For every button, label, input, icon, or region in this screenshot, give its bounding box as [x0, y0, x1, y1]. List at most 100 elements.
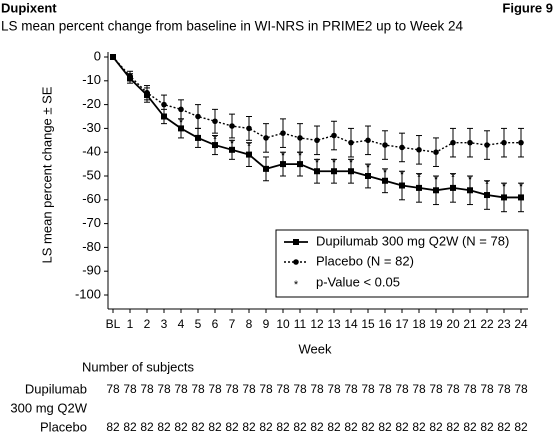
subject-count: 82 — [395, 420, 409, 434]
x-tick-label: 23 — [497, 317, 511, 331]
x-tick-label: 11 — [294, 317, 307, 331]
point — [518, 139, 524, 146]
point — [382, 142, 388, 148]
figure-label: Figure 9 — [502, 0, 553, 15]
point — [246, 151, 252, 158]
x-tick-label: 9 — [263, 317, 270, 331]
subject-count: 82 — [174, 420, 188, 434]
subject-count: 82 — [106, 420, 120, 434]
point — [229, 146, 235, 153]
brand: Dupixent — [1, 0, 57, 15]
subject-count: 82 — [191, 420, 205, 434]
point — [331, 168, 337, 175]
point — [144, 89, 150, 96]
point — [467, 139, 473, 146]
subject-count: 78 — [361, 382, 375, 396]
x-tick-label: 19 — [429, 317, 443, 331]
point — [348, 139, 354, 146]
point — [331, 132, 337, 139]
chart-title: LS mean percent change from baseline in … — [1, 19, 463, 34]
subject-count: 82 — [344, 420, 358, 434]
significance-mark: * — [400, 169, 405, 181]
point — [365, 173, 371, 179]
x-tick-label: 8 — [246, 317, 253, 331]
significance-mark: * — [502, 181, 507, 193]
x-tick-label: 10 — [276, 317, 290, 331]
y-tick-label: -50 — [82, 167, 101, 182]
point — [212, 118, 218, 125]
point — [416, 184, 422, 191]
subject-count: 78 — [463, 382, 477, 396]
subject-count: 82 — [446, 420, 460, 434]
subject-count: 82 — [157, 420, 171, 434]
subject-count: 82 — [378, 420, 392, 434]
significance-mark: * — [451, 172, 456, 184]
point — [212, 142, 218, 149]
subject-count: 78 — [242, 382, 256, 396]
point — [399, 144, 405, 151]
x-tick-label: 13 — [327, 317, 341, 331]
significance-mark: * — [230, 138, 235, 150]
subject-count: 78 — [446, 382, 460, 396]
subject-count: 82 — [259, 420, 273, 434]
point — [178, 125, 184, 132]
point — [263, 165, 269, 172]
x-tick-label: 1 — [127, 317, 134, 331]
significance-mark: * — [281, 150, 286, 162]
subject-count: 78 — [191, 382, 205, 396]
point — [297, 135, 303, 141]
legend-label: p-Value < 0.05 — [316, 274, 400, 289]
subject-count: 78 — [429, 382, 443, 396]
x-tick-label: 2 — [144, 317, 151, 331]
y-tick-label: -20 — [82, 96, 101, 111]
significance-mark: * — [485, 179, 490, 191]
subject-count: 78 — [276, 382, 290, 396]
y-tick-label: -100 — [75, 286, 101, 301]
x-tick-label: 20 — [446, 317, 460, 331]
point — [246, 125, 252, 132]
subject-count: 82 — [361, 420, 375, 434]
subject-count: 82 — [140, 420, 154, 434]
point — [467, 187, 473, 194]
x-tick-label: 15 — [361, 317, 375, 331]
subject-count: 78 — [480, 382, 494, 396]
point — [433, 187, 439, 194]
subject-count: 82 — [497, 420, 511, 434]
significance-mark: * — [417, 172, 422, 184]
subject-count: 82 — [327, 420, 341, 434]
y-tick-label: -60 — [82, 191, 101, 206]
point — [348, 168, 354, 175]
point — [280, 161, 286, 168]
subject-count: 82 — [293, 420, 307, 434]
legend-label: Dupilumab 300 mg Q2W (N = 78) — [316, 233, 509, 248]
subject-count: 82 — [480, 420, 494, 434]
point — [127, 73, 133, 79]
legend-symbol: * — [294, 279, 299, 291]
x-tick-label: 12 — [310, 317, 324, 331]
point — [433, 149, 439, 155]
subject-count: 78 — [106, 382, 120, 396]
significance-mark: * — [366, 162, 371, 174]
y-tick-label: -30 — [82, 120, 101, 135]
x-tick-label: 6 — [212, 317, 219, 331]
point — [293, 239, 299, 245]
point — [178, 106, 184, 113]
subject-count: 82 — [208, 420, 222, 434]
x-tick-label: 21 — [463, 317, 477, 331]
row-label: Placebo — [40, 419, 87, 434]
significance-mark: * — [298, 150, 303, 162]
point — [229, 123, 235, 129]
subject-count: 78 — [140, 382, 154, 396]
legend-box — [275, 229, 529, 298]
subject-count: 78 — [259, 382, 273, 396]
subject-count: 78 — [123, 382, 137, 396]
y-tick-label: -10 — [82, 72, 101, 87]
subject-count: 78 — [344, 382, 358, 396]
x-tick-label: BL — [106, 317, 121, 331]
significance-mark: * — [349, 157, 354, 169]
subject-count: 82 — [310, 420, 324, 434]
point — [416, 147, 422, 153]
subject-count: 78 — [497, 382, 511, 396]
point — [365, 137, 371, 144]
point — [195, 134, 201, 141]
